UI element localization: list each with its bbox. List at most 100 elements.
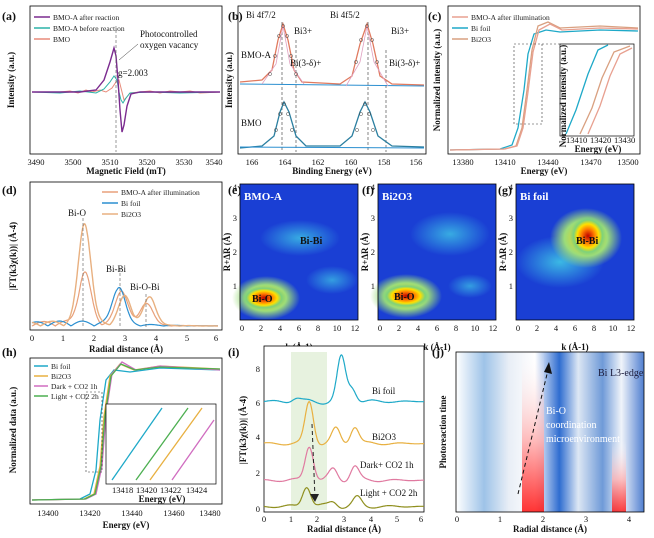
panel-label-i: (i) [228,345,239,359]
x-tick: 13440 [537,157,558,167]
y-tick: 1 [233,281,237,291]
x-axis-label: Radial distance (Å) [89,344,163,354]
panel-title: Bi foil [520,191,548,203]
panel-label-d: (d) [2,183,17,197]
series-label: Bi2O3 [372,432,397,442]
x-ticks: 13380 13410 13440 13470 13500 [452,157,638,167]
x-tick: 2 [92,333,96,343]
panel-label-j: (j) [432,345,444,359]
trend-arrow [517,369,549,495]
y-axis-label: Normalized data (a.u.) [8,387,18,474]
series-label: Light + CO2 2h [360,488,418,498]
annotation: Bi3+ [391,26,409,36]
x-tick: 0 [378,323,382,333]
annotation: Bi-Bi [106,264,127,274]
x-tick: 3540 [206,157,223,167]
highlight-band [291,352,327,510]
x-tick: 13410 [494,157,515,167]
series-line-bmo-a-baseline [239,83,425,87]
arrow-head [310,494,319,502]
heatmap-maximum [570,216,606,256]
panel-label-f: (f) [362,183,374,197]
legend-entry: BMO-A after illumination [471,13,550,22]
plot-frame [29,181,223,331]
x-tick: 12 [489,323,498,333]
panel-label-h: (h) [2,345,17,359]
zoom-box [85,391,103,473]
x-axis-label: Radial distance (Å) [513,524,587,534]
y-tick: 3 [371,213,375,223]
shift-arrow [311,423,316,499]
legend: BMO-A after illumination Bi foil Bi2O3 [452,13,550,44]
annotation: Bi 4f5/2 [330,10,360,20]
plot-frame [239,183,359,321]
x-ticks: 166 164 162 160 158 156 [246,157,423,167]
x-tick: 4 [278,323,283,333]
panel-label-a: (a) [2,9,16,23]
annotation: g=2.003 [118,68,148,78]
x-tick: 1 [289,514,293,524]
annotation: microenvironment [546,434,620,445]
y-tick: 0 [256,504,260,514]
x-tick: 3490 [28,157,45,167]
x-tick: 3500 [65,157,82,167]
y-tick: 3 [509,213,513,223]
panel-title: Bi L3-edge [598,368,644,379]
series-line-bmo-a-component [261,25,305,85]
x-ticks: 0 2 4 6 8 10 12 [240,323,359,333]
x-ticks: 0 2 4 6 8 10 12 [516,323,635,333]
inset-y-axis-label: Normalized intensity (a.u.) [558,45,568,148]
series-line-bmo-a-fit [239,21,425,86]
inset-frame [559,43,635,137]
plot-frame [263,345,425,513]
panel-title: Bi2O3 [382,191,412,203]
legend-entry: Bi foil [51,362,70,371]
y-tick: 3 [233,213,237,223]
x-tick: 0 [262,514,266,524]
y-tick: 6 [256,398,260,408]
inset-x-tick: 13430 [614,135,635,145]
panel-label-b: (b) [228,9,243,23]
x-tick: 3530 [176,157,193,167]
legend-entry: BMO [53,35,71,44]
annotation: Bi-Bi [300,236,322,247]
legend-entry: Dark + CO2 1h [51,382,98,391]
y-axis-label: Intensity (a.u.) [224,52,234,108]
x-tick: 0 [240,323,244,333]
panel-i: (i) |FT(k3χ(k))| (Å-4) Radial distance (… [228,345,425,534]
x-tick: 1 [498,514,502,524]
series-line-bi2o3 [31,222,218,327]
plot-frame [29,357,223,505]
inset-frame [105,403,217,485]
y-axis-label: Photoreaction time [438,395,448,468]
annotation: coordination [546,420,597,431]
heatmap-maximum [382,284,430,308]
x-tick: 4 [627,514,632,524]
x-tick: 10 [471,323,480,333]
legend: BMO-A after illumination Bi foil Bi2O3 [102,188,200,219]
annotation: Bi 4f7/2 [246,10,276,20]
x-axis-label: k (Å-1) [423,342,450,352]
x-tick: 162 [312,157,325,167]
panel-d: (d) |FT(k3χ(k))| (Å-4) Radial distance (… [2,181,223,354]
x-axis-label: Radial distance (Å) [307,524,381,534]
x-tick: 6 [573,323,577,333]
y-axis-label: R+ΔR (Å) [360,233,370,272]
x-tick: 13440 [121,508,142,518]
heatmap-maximum [242,286,286,310]
legend-entry: BMO-A before reaction [53,24,125,33]
inset-x-tick: 13420 [590,135,611,145]
y-tick: 1 [509,281,513,291]
y-ticks: 1 2 3 4 [371,182,376,291]
legend-entry: Bi2O3 [121,210,141,219]
series-line-bmo-a [449,23,639,151]
x-axis-label: Energy (eV) [521,166,568,176]
series-line-bi2o3 [263,401,424,446]
x-tick: 8 [316,323,320,333]
x-tick: 158 [378,157,391,167]
x-tick: 0 [455,514,459,524]
series-line-light [31,363,221,501]
y-tick: 1 [371,281,375,291]
panel-e: (e) BMO-A Bi-Bi Bi-O R+ΔR (Å) k (Å-1) 0 … [222,182,359,352]
x-tick: 13480 [199,508,220,518]
